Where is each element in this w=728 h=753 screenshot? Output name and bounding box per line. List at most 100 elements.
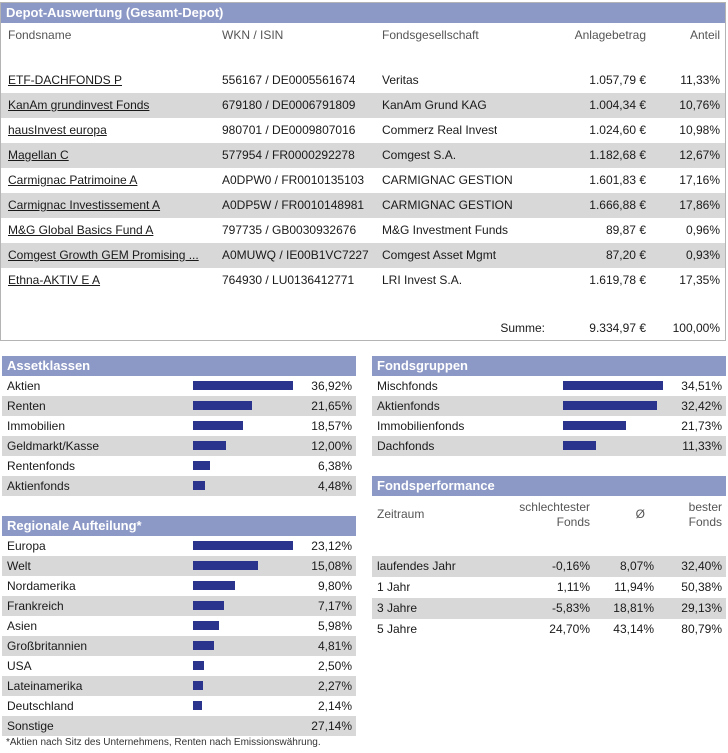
fund-row: hausInvest europa 980701 / DE0009807016 Co…	[1, 118, 725, 143]
list-item-label: Aktienfonds	[7, 479, 70, 493]
perf-row: laufendes Jahr -0,16% 8,07% 32,40%	[372, 556, 726, 577]
fund-wkn: 764930 / LU0136412771	[222, 273, 355, 287]
bar-fill	[193, 601, 224, 610]
bar-track	[563, 421, 663, 430]
list-item-label: Aktienfonds	[377, 399, 440, 413]
list-item-value: 21,73%	[681, 419, 722, 433]
list-item-value: 7,17%	[317, 599, 352, 613]
fund-wkn: 980701 / DE0009807016	[222, 123, 356, 137]
perf-avg: 11,94%	[614, 580, 654, 594]
fund-name-cell: Comgest Growth GEM Promising ...	[8, 243, 213, 268]
list-item: Geldmarkt/Kasse 12,00%	[2, 436, 356, 456]
fund-name-link[interactable]: Carmignac Investissement A	[8, 198, 161, 212]
list-item-label: Dachfonds	[377, 439, 435, 453]
fund-name-link[interactable]: hausInvest europa	[8, 123, 107, 137]
list-item-value: 27,14%	[311, 719, 352, 733]
bar-fill	[193, 561, 258, 570]
list-item: Immobilienfonds 21,73%	[372, 416, 726, 436]
list-item: Mischfonds 34,51%	[372, 376, 726, 396]
list-item: Deutschland 2,14%	[2, 696, 356, 716]
performance-header: Zeitraum schlechtester Fonds Ø bester Fo…	[372, 496, 726, 556]
list-item: Sonstige 27,14%	[2, 716, 356, 736]
perf-best: 32,40%	[681, 559, 722, 573]
bar-track	[193, 661, 293, 670]
fund-name-link[interactable]: Carmignac Patrimoine A	[8, 173, 138, 187]
list-item-label: Asien	[7, 619, 38, 633]
bar-track	[193, 601, 293, 610]
bar-fill	[193, 541, 293, 550]
assetklassen-title: Assetklassen	[2, 356, 356, 376]
regionen-title: Regionale Aufteilung*	[2, 516, 356, 536]
bar-track	[563, 401, 663, 410]
bar-track	[193, 441, 293, 450]
list-item-value: 2,27%	[317, 679, 352, 693]
fund-amount: 1.666,88 €	[589, 198, 646, 212]
bar-track	[563, 441, 663, 450]
fund-share: 10,98%	[679, 123, 720, 137]
list-item-value: 12,00%	[311, 439, 352, 453]
list-item-value: 5,98%	[317, 619, 352, 633]
fund-name-cell: M&G Global Basics Fund A	[8, 218, 213, 243]
fund-wkn: 556167 / DE0005561674	[222, 73, 356, 87]
list-item: Renten 21,65%	[2, 396, 356, 416]
bar-fill	[193, 621, 219, 630]
col-header-name: Fondsname	[8, 28, 72, 42]
fund-name-link[interactable]: ETF-DACHFONDS P	[8, 73, 122, 87]
perf-best: 50,38%	[681, 580, 722, 594]
perf-worst: -5,83%	[551, 601, 590, 615]
fund-amount: 1.601,83 €	[589, 173, 646, 187]
perf-avg: 43,14%	[613, 622, 654, 636]
fund-name-link[interactable]: Comgest Growth GEM Promising ...	[8, 248, 199, 262]
list-item-value: 18,57%	[311, 419, 352, 433]
list-item-label: Immobilienfonds	[377, 419, 465, 433]
perf-period: 1 Jahr	[377, 580, 411, 594]
list-item-value: 23,12%	[311, 539, 352, 553]
list-item-value: 9,80%	[317, 579, 352, 593]
list-item: Aktien 36,92%	[2, 376, 356, 396]
fund-row: Comgest Growth GEM Promising ... A0MUWQ /…	[1, 243, 725, 268]
bar-fill	[193, 641, 214, 650]
fund-share: 17,86%	[679, 198, 720, 212]
col-header-company: Fondsgesellschaft	[382, 28, 479, 42]
performance-panel: Fondsperformance Zeitraum schlechtester …	[372, 476, 726, 640]
perf-header-period: Zeitraum	[377, 507, 425, 521]
fund-name-cell: Ethna-AKTIV E A	[8, 268, 213, 293]
list-item: Europa 23,12%	[2, 536, 356, 556]
fund-name-link[interactable]: KanAm grundinvest Fonds	[8, 98, 150, 112]
bar-track	[193, 421, 293, 430]
perf-avg: 18,81%	[613, 601, 654, 615]
list-item-value: 32,42%	[681, 399, 722, 413]
list-item-label: USA	[7, 659, 32, 673]
bar-track	[193, 681, 293, 690]
list-item-label: Großbritannien	[7, 639, 88, 653]
assetklassen-panel: Assetklassen Aktien 36,92% Renten 21,65% Imm…	[2, 356, 356, 496]
list-item: Welt 15,08%	[2, 556, 356, 576]
fund-share: 11,33%	[680, 73, 720, 87]
fund-amount: 1.182,68 €	[589, 148, 646, 162]
fund-name-cell: hausInvest europa	[8, 118, 213, 143]
fund-amount: 1.004,34 €	[589, 98, 646, 112]
fund-row: M&G Global Basics Fund A 797735 / GB00309…	[1, 218, 725, 243]
list-item-value: 11,33%	[682, 439, 722, 453]
list-item-label: Rentenfonds	[7, 459, 76, 473]
fund-row: KanAm grundinvest Fonds 679180 / DE000679…	[1, 93, 725, 118]
list-item: Immobilien 18,57%	[2, 416, 356, 436]
fund-name-link[interactable]: Magellan C	[8, 148, 69, 162]
list-item-label: Geldmarkt/Kasse	[7, 439, 100, 453]
list-item-label: Aktien	[7, 379, 41, 393]
fund-name-link[interactable]: M&G Global Basics Fund A	[8, 223, 154, 237]
fondsgruppen-panel: Fondsgruppen Mischfonds 34,51% Aktienfonds…	[372, 356, 726, 456]
regionen-panel: Regionale Aufteilung* Europa 23,12% Welt 15…	[2, 516, 356, 736]
bar-fill	[193, 701, 202, 710]
performance-title: Fondsperformance	[372, 476, 726, 496]
fund-company: Comgest S.A.	[382, 148, 457, 162]
col-header-amount: Anlagebetrag	[574, 28, 646, 42]
bar-fill	[193, 661, 204, 670]
list-item: Großbritannien 4,81%	[2, 636, 356, 656]
fund-name-cell: Carmignac Investissement A	[8, 193, 213, 218]
fund-name-cell: ETF-DACHFONDS P	[8, 68, 213, 93]
fund-wkn: A0MUWQ / IE00B1VC7227	[222, 248, 369, 262]
list-item-value: 34,51%	[681, 379, 722, 393]
fund-name-link[interactable]: Ethna-AKTIV E A	[8, 273, 101, 287]
list-item-label: Europa	[7, 539, 46, 553]
